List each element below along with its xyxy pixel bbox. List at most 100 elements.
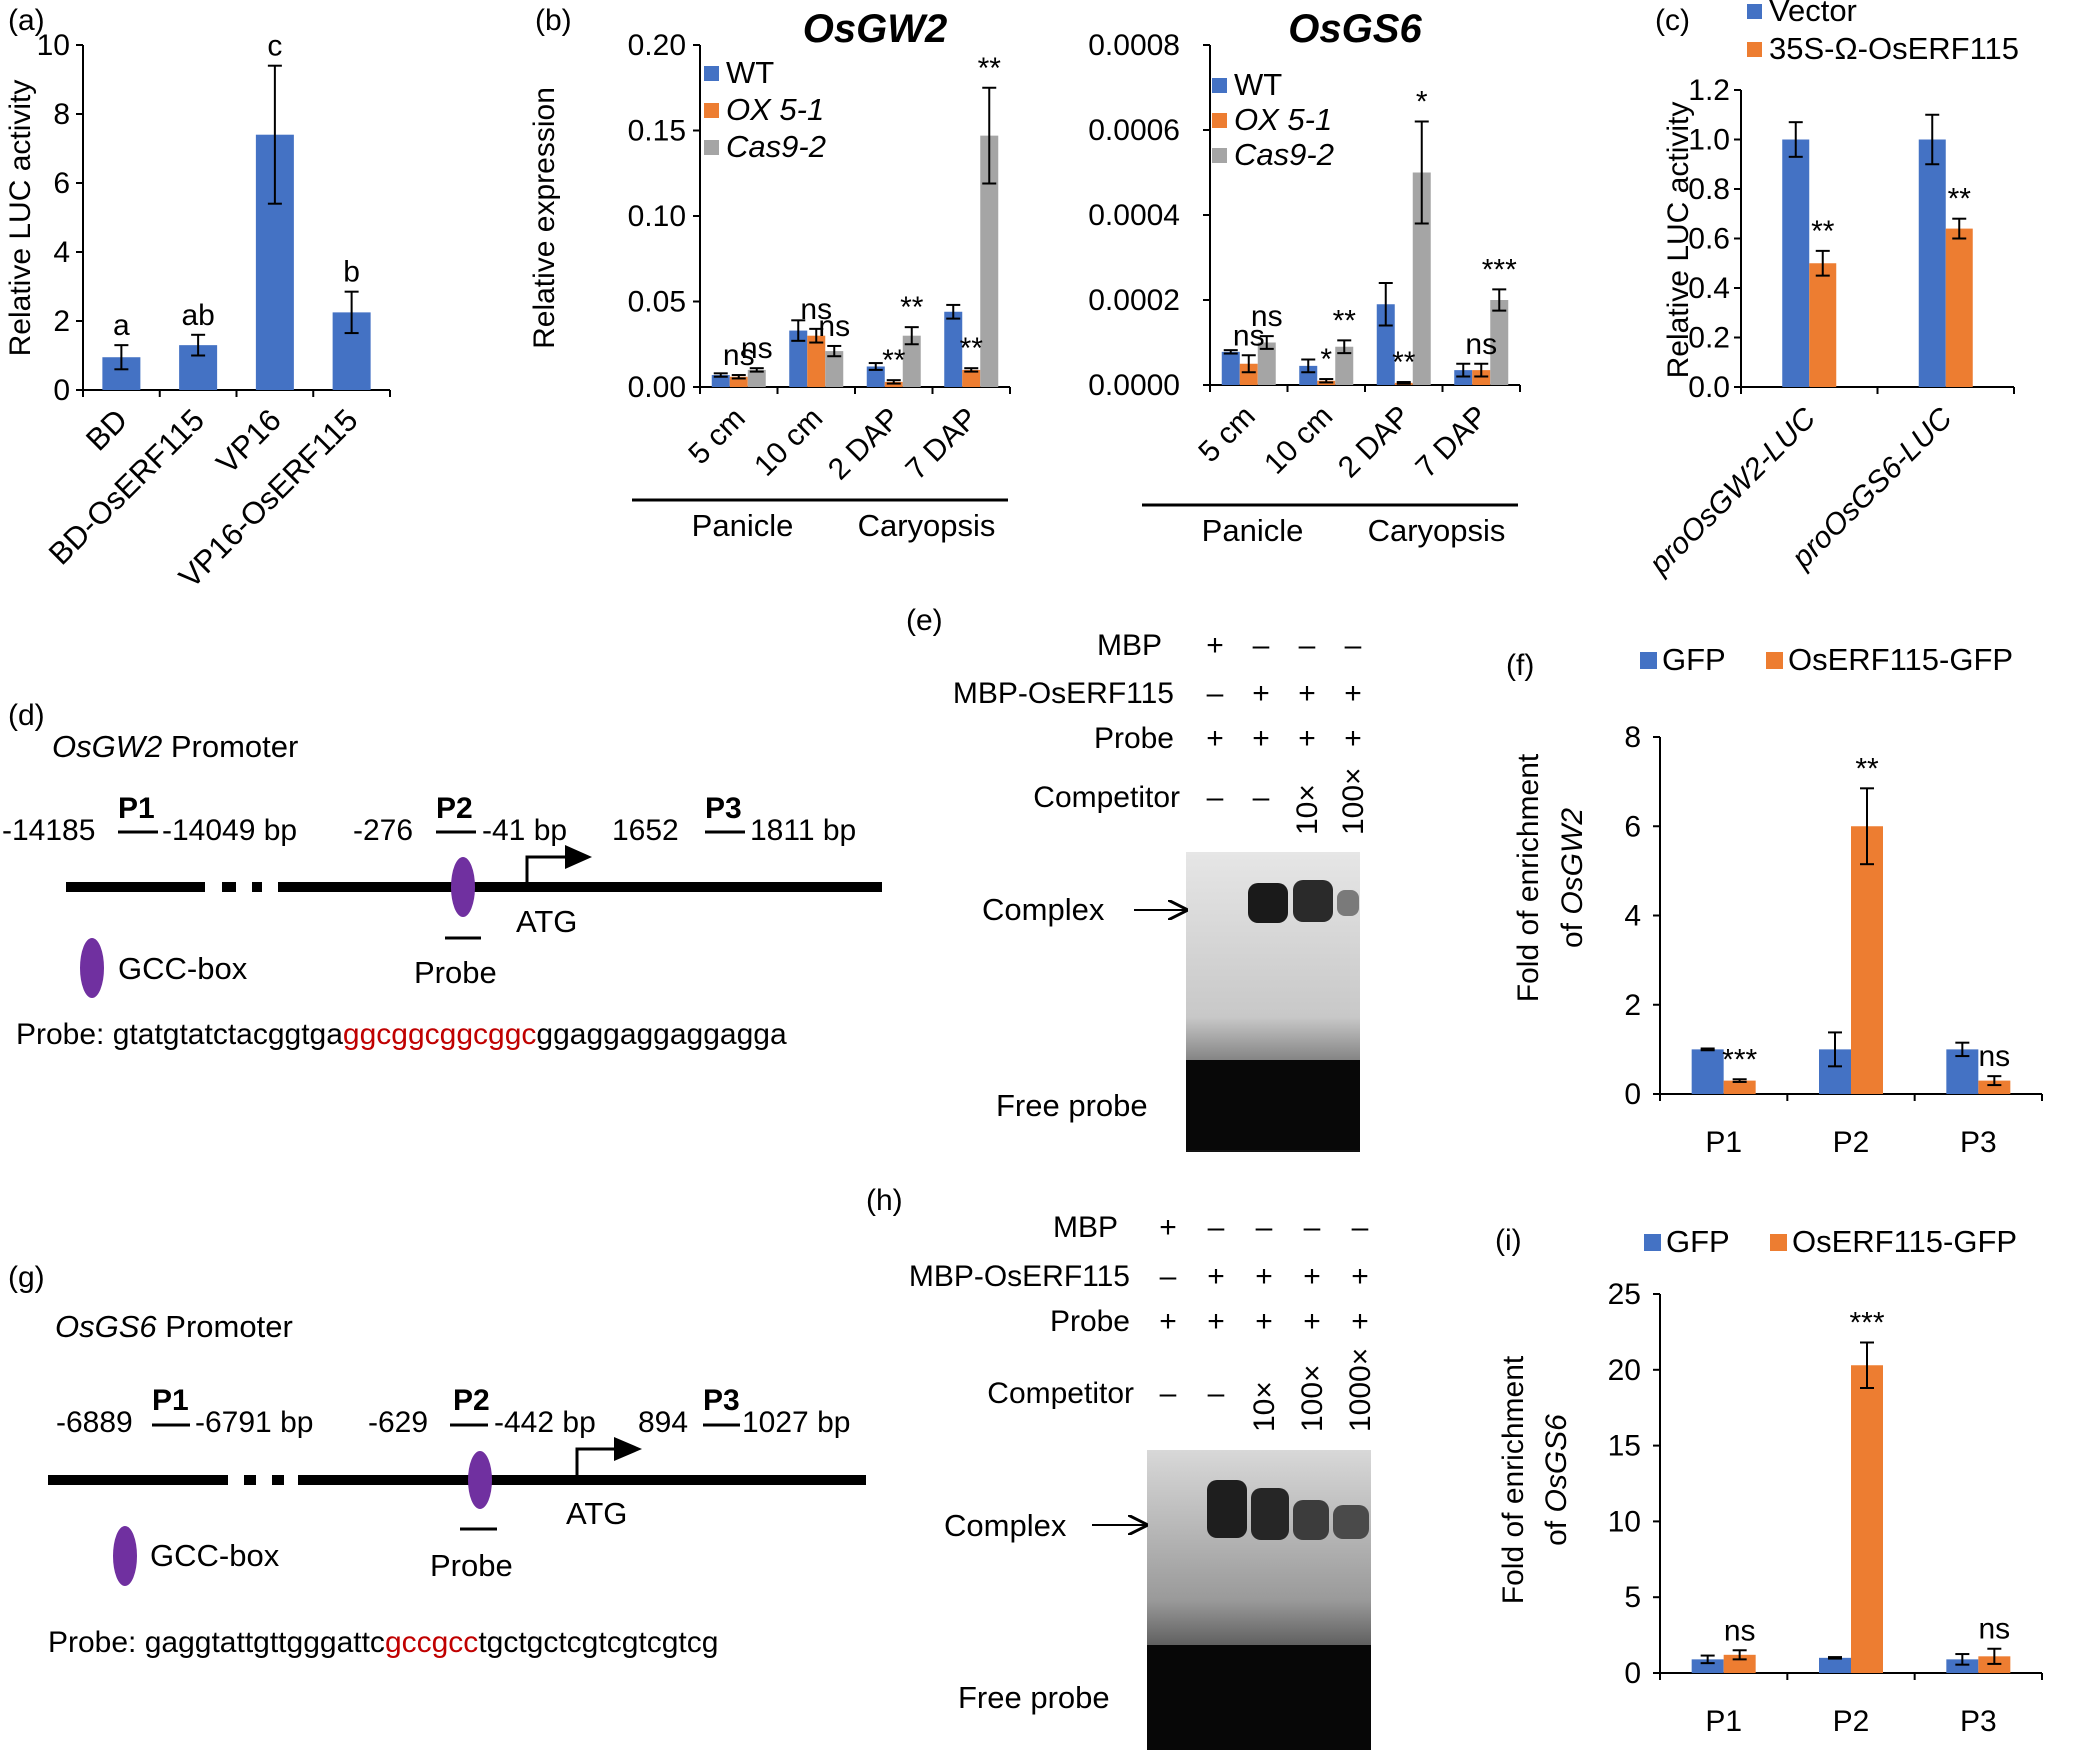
y-axis-label: Relative expression <box>528 87 561 349</box>
y-tick-label: 0.2 <box>1688 322 1730 355</box>
lane-signs: + – – – –– + + + ++ + + + +– –10× 100× 1000× <box>1159 1211 1377 1432</box>
lane-sign: + <box>1351 1260 1369 1293</box>
bar <box>1691 1659 1724 1673</box>
y-tick-label: 0.05 <box>628 286 686 319</box>
y-tick-label: 0 <box>53 374 70 407</box>
panel-g-label: (g) <box>8 1261 45 1294</box>
bar <box>1412 172 1431 385</box>
group-label: Panicle <box>1202 513 1304 548</box>
chart-5: (f) 0 2 4 6 8 Fold of enrichment of OsGW2 P1 P2 P3… <box>1506 642 2043 1159</box>
panel-label: (a) <box>8 4 45 37</box>
chart-6: (i) 0 5 10 15 20 25 Fold of enrichment of OsGS6 P… <box>1495 1224 2043 1738</box>
coord-start-p1: -14185 <box>2 814 95 847</box>
bar <box>1221 351 1240 385</box>
y-tick-label: 15 <box>1608 1430 1641 1463</box>
legend-label: WT <box>726 55 774 90</box>
lane-sign: – <box>1253 781 1270 814</box>
group-label: Panicle <box>692 508 794 543</box>
significance-label: ns <box>1978 1040 2010 1073</box>
y-tick-label: 6 <box>53 167 70 200</box>
bar <box>747 369 766 387</box>
y-tick-label: 0.0 <box>1688 371 1730 404</box>
probe-sequence: Probe: gtatgtatctacggtgaggcggcggcggcggag… <box>16 1018 787 1051</box>
y-tick-label: 2 <box>1624 989 1641 1022</box>
row-label-competitor: Competitor <box>987 1377 1134 1410</box>
y-tick-label: 6 <box>1624 810 1641 843</box>
panel-label: (c) <box>1655 4 1690 37</box>
bar <box>962 369 981 387</box>
tss-arrowhead <box>614 1437 642 1461</box>
panel-label: (b) <box>535 4 572 37</box>
significance-label: *** <box>1849 1307 1884 1340</box>
probe-sequence: Probe: gaggtattgttgggattcgccgcctgctgctcg… <box>48 1626 718 1659</box>
significance-label: * <box>1320 343 1332 376</box>
lane-sign: + <box>1206 722 1224 755</box>
lane-sign: + <box>1344 677 1362 710</box>
lane-sign: – <box>1253 629 1270 662</box>
coord-end-p2: -41 bp <box>482 814 567 847</box>
panel-h: (h) MBP MBP-OsERF115 Probe Competitor + –… <box>866 1184 1377 1750</box>
x-tick-label: P2 <box>1833 1705 1870 1738</box>
y-axis-label-2: of OsGS6 <box>1540 1414 1573 1546</box>
y-tick-label: 20 <box>1608 1354 1641 1387</box>
lane-sign: 1000× <box>1344 1348 1377 1432</box>
significance-label: ** <box>1392 346 1416 379</box>
legend-label: 35S-Ω-OsERF115 <box>1769 31 2019 66</box>
significance-label: ns <box>1465 328 1497 361</box>
y-tick-label: 0.4 <box>1688 272 1730 305</box>
label-p1: P1 <box>152 1384 189 1417</box>
bar <box>1945 228 1973 387</box>
lane-sign: + <box>1344 722 1362 755</box>
bar <box>980 135 999 387</box>
x-tick-label: 7 DAP <box>1410 400 1495 485</box>
legend-label: WT <box>1234 67 1282 102</box>
chart-title: OsGS6 <box>1288 7 1422 51</box>
free-probe-band <box>1186 1060 1360 1150</box>
y-tick-label: 8 <box>53 98 70 131</box>
row-label-mbp-oserf115: MBP-OsERF115 <box>909 1260 1130 1293</box>
x-tick-label: 5 cm <box>1192 400 1261 469</box>
chart-title: OsGW2 <box>803 7 947 51</box>
bar <box>711 375 730 387</box>
bar <box>1299 365 1318 385</box>
significance-label: a <box>113 309 130 342</box>
coord-end-p3: 1811 bp <box>750 814 856 847</box>
y-tick-label: 0.0002 <box>1088 284 1180 317</box>
y-tick-label: 10 <box>37 29 70 62</box>
lane-sign: + <box>1159 1305 1177 1338</box>
y-tick-label: 0.15 <box>628 115 686 148</box>
legend-swatch <box>1212 113 1227 128</box>
y-tick-label: 0.8 <box>1688 173 1730 206</box>
lane-sign: – <box>1352 1211 1369 1244</box>
x-tick-label: 7 DAP <box>900 402 985 487</box>
significance-label: ns <box>800 293 832 326</box>
complex-band-lane4 <box>1293 1500 1329 1540</box>
legend-label: OsERF115-GFP <box>1788 642 2013 677</box>
significance-label: c <box>267 30 282 63</box>
free-probe-label: Free probe <box>958 1680 1110 1715</box>
row-label-mbp-oserf115: MBP-OsERF115 <box>953 677 1174 710</box>
legend-swatch <box>1212 148 1227 163</box>
row-label-mbp: MBP <box>1097 629 1162 662</box>
gcc-box-on-promoter <box>451 857 475 917</box>
label-p3: P3 <box>703 1384 740 1417</box>
lane-sign: 10× <box>1291 784 1324 835</box>
significance-label: ns <box>1251 300 1283 333</box>
gcc-box-on-promoter <box>468 1451 492 1509</box>
significance-label: ns <box>723 339 755 372</box>
complex-band-lane5 <box>1333 1505 1369 1539</box>
lane-sign: – <box>1207 781 1224 814</box>
bar <box>1978 1080 2011 1094</box>
bar <box>789 330 808 387</box>
label-p2: P2 <box>453 1384 490 1417</box>
lane-sign: + <box>1298 677 1316 710</box>
significance-label: ns <box>818 310 850 343</box>
x-tick-label: 10 cm <box>1258 400 1339 481</box>
panel-label: (f) <box>1506 649 1534 682</box>
panel-e-label: (e) <box>906 604 943 637</box>
gcc-box-legend-icon <box>113 1526 137 1586</box>
free-probe-band <box>1147 1645 1371 1750</box>
group-label: Caryopsis <box>858 508 996 543</box>
bar <box>825 351 844 387</box>
y-axis-label: Relative LUC activity <box>4 80 37 357</box>
